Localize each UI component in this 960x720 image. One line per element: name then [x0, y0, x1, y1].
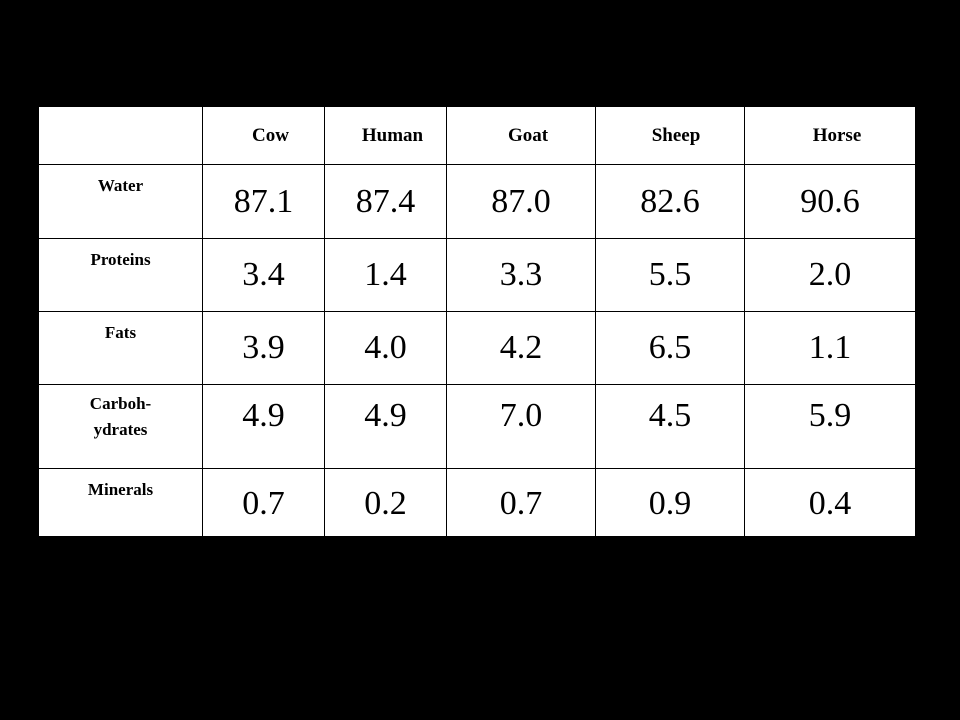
row-header-line: Proteins	[90, 250, 151, 269]
header-row: Cow Human Goat Sheep Horse	[38, 106, 916, 165]
row-header-line: ydrates	[93, 420, 148, 439]
table-cell: 0.4	[744, 468, 916, 539]
table-cell: 0.7	[446, 468, 596, 539]
table-cell: 4.9	[324, 384, 447, 469]
table-cell: 82.6	[595, 164, 745, 239]
table-cell: 3.3	[446, 238, 596, 312]
table-row-proteins: Proteins 3.4 1.4 3.3 5.5 2.0	[38, 238, 916, 312]
row-header-minerals: Minerals	[38, 468, 203, 539]
column-header-human: Human	[324, 106, 447, 165]
row-header-line: Water	[97, 176, 144, 195]
table-cell: 90.6	[744, 164, 916, 239]
table-cell: 4.0	[324, 311, 447, 385]
table-cell: 0.9	[595, 468, 745, 539]
table-cell: 1.1	[744, 311, 916, 385]
column-header-sheep: Sheep	[595, 106, 745, 165]
table-cell: 7.0	[446, 384, 596, 469]
composition-table: Cow Human Goat Sheep Horse Water 87.1 87…	[36, 104, 917, 539]
table-cell: 2.0	[744, 238, 916, 312]
row-header-line: Minerals	[87, 480, 154, 499]
table-cell: 4.9	[202, 384, 325, 469]
table-row-carbohydrates: Carboh- ydrates 4.9 4.9 7.0 4.5 5.9	[38, 384, 916, 469]
table-row-minerals: Minerals 0.7 0.2 0.7 0.9 0.4	[38, 468, 916, 539]
table-cell: 87.1	[202, 164, 325, 239]
table-cell: 0.2	[324, 468, 447, 539]
table-cell: 5.5	[595, 238, 745, 312]
column-header-horse: Horse	[744, 106, 916, 165]
row-header-water: Water	[38, 164, 203, 239]
table-cell: 87.4	[324, 164, 447, 239]
table-row-water: Water 87.1 87.4 87.0 82.6 90.6	[38, 164, 916, 239]
table-cell: 4.2	[446, 311, 596, 385]
row-header-line: Fats	[104, 323, 137, 342]
column-header-cow: Cow	[202, 106, 325, 165]
row-header-fats: Fats	[38, 311, 203, 385]
table-cell: 0.7	[202, 468, 325, 539]
table-cell: 3.4	[202, 238, 325, 312]
table-cell: 5.9	[744, 384, 916, 469]
table-cell: 1.4	[324, 238, 447, 312]
row-header-line: Carboh-	[89, 394, 152, 413]
table-cell: 6.5	[595, 311, 745, 385]
table-cell: 3.9	[202, 311, 325, 385]
table-row-fats: Fats 3.9 4.0 4.2 6.5 1.1	[38, 311, 916, 385]
column-header-goat: Goat	[446, 106, 596, 165]
table-cell: 4.5	[595, 384, 745, 469]
table-cell: 87.0	[446, 164, 596, 239]
row-header-proteins: Proteins	[38, 238, 203, 312]
corner-cell	[38, 106, 203, 165]
row-header-carbohydrates: Carboh- ydrates	[38, 384, 203, 469]
milk-composition-table: Cow Human Goat Sheep Horse Water 87.1 87…	[38, 106, 916, 539]
